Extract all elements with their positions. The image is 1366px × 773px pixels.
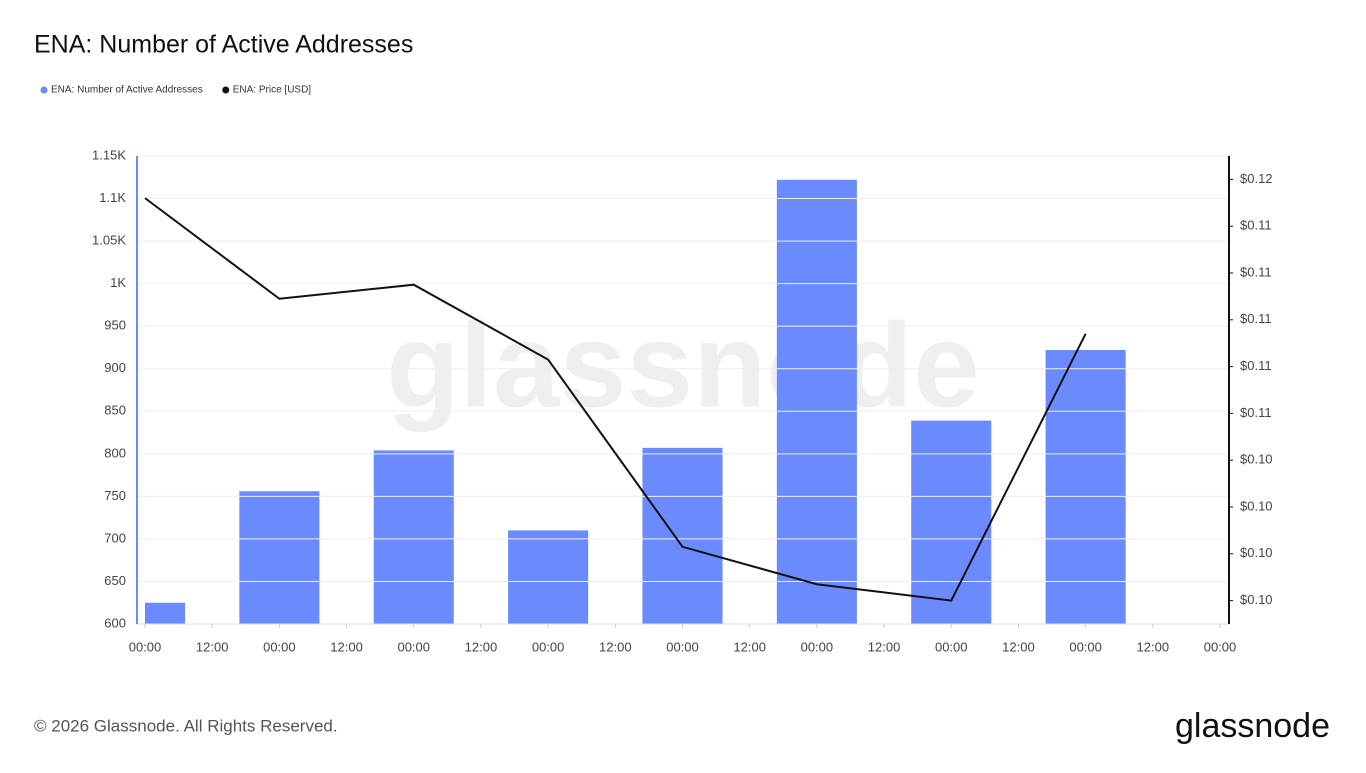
y-tick-label: 1.05K	[92, 233, 126, 248]
y-tick-label: 600	[104, 615, 126, 630]
logo: glassnode	[1175, 707, 1330, 745]
bar	[1045, 350, 1126, 624]
y-tick-label: 1.1K	[99, 190, 126, 205]
y2-tick-label: $0.11	[1240, 218, 1272, 233]
y-tick-label: 750	[104, 488, 126, 503]
y2-tick-label: $0.10	[1240, 592, 1273, 607]
x-tick-label: 12:00	[868, 639, 901, 654]
bar	[911, 420, 992, 624]
bar	[373, 450, 454, 624]
bar	[239, 491, 320, 624]
x-tick-label: 12:00	[196, 639, 229, 654]
y-tick-label: 800	[104, 445, 126, 460]
legend-marker	[40, 86, 48, 94]
legend-label: ENA: Number of Active Addresses	[51, 85, 203, 96]
y2-tick-label: $0.11	[1240, 358, 1272, 373]
bar	[145, 602, 186, 624]
x-tick-label: 00:00	[397, 639, 430, 654]
bars	[145, 179, 1126, 625]
x-tick-label: 12:00	[330, 639, 363, 654]
y2-tick-label: $0.11	[1240, 264, 1272, 279]
y2-tick-label: $0.10	[1240, 452, 1273, 467]
y2-tick-label: $0.10	[1240, 545, 1273, 560]
y-tick-label: 1K	[110, 275, 126, 290]
x-tick-label: 00:00	[1204, 639, 1237, 654]
x-tick-label: 00:00	[129, 639, 162, 654]
x-tick-label: 12:00	[465, 639, 498, 654]
y-tick-label: 700	[104, 530, 126, 545]
legend-marker	[222, 86, 230, 94]
y2-tick-label: $0.12	[1240, 171, 1273, 186]
x-tick-label: 00:00	[532, 639, 565, 654]
y2-tick-label: $0.11	[1240, 311, 1272, 326]
watermark: glassnode	[386, 299, 980, 433]
y-tick-label: 650	[104, 573, 126, 588]
bar	[642, 447, 723, 624]
x-tick-label: 00:00	[666, 639, 699, 654]
x-tick-label: 00:00	[263, 639, 296, 654]
chart-title: ENA: Number of Active Addresses	[34, 31, 413, 59]
x-tick-label: 00:00	[1069, 639, 1102, 654]
legend-label: ENA: Price [USD]	[233, 85, 312, 96]
x-tick-label: 00:00	[935, 639, 968, 654]
y2-tick-label: $0.11	[1240, 405, 1272, 420]
x-tick-label: 00:00	[801, 639, 834, 654]
y2-tick-label: $0.10	[1240, 498, 1273, 513]
y-tick-label: 950	[104, 318, 126, 333]
bar	[776, 179, 857, 625]
y-tick-label: 1.15K	[92, 147, 126, 162]
bar	[508, 530, 589, 624]
footer: © 2026 Glassnode. All Rights Reserved.	[34, 716, 338, 735]
x-tick-label: 12:00	[1002, 639, 1035, 654]
x-tick-label: 12:00	[733, 639, 766, 654]
x-tick-label: 12:00	[599, 639, 632, 654]
x-tick-label: 12:00	[1137, 639, 1170, 654]
line	[144, 197, 1087, 602]
y-tick-label: 850	[104, 403, 126, 418]
y-tick-label: 900	[104, 360, 126, 375]
